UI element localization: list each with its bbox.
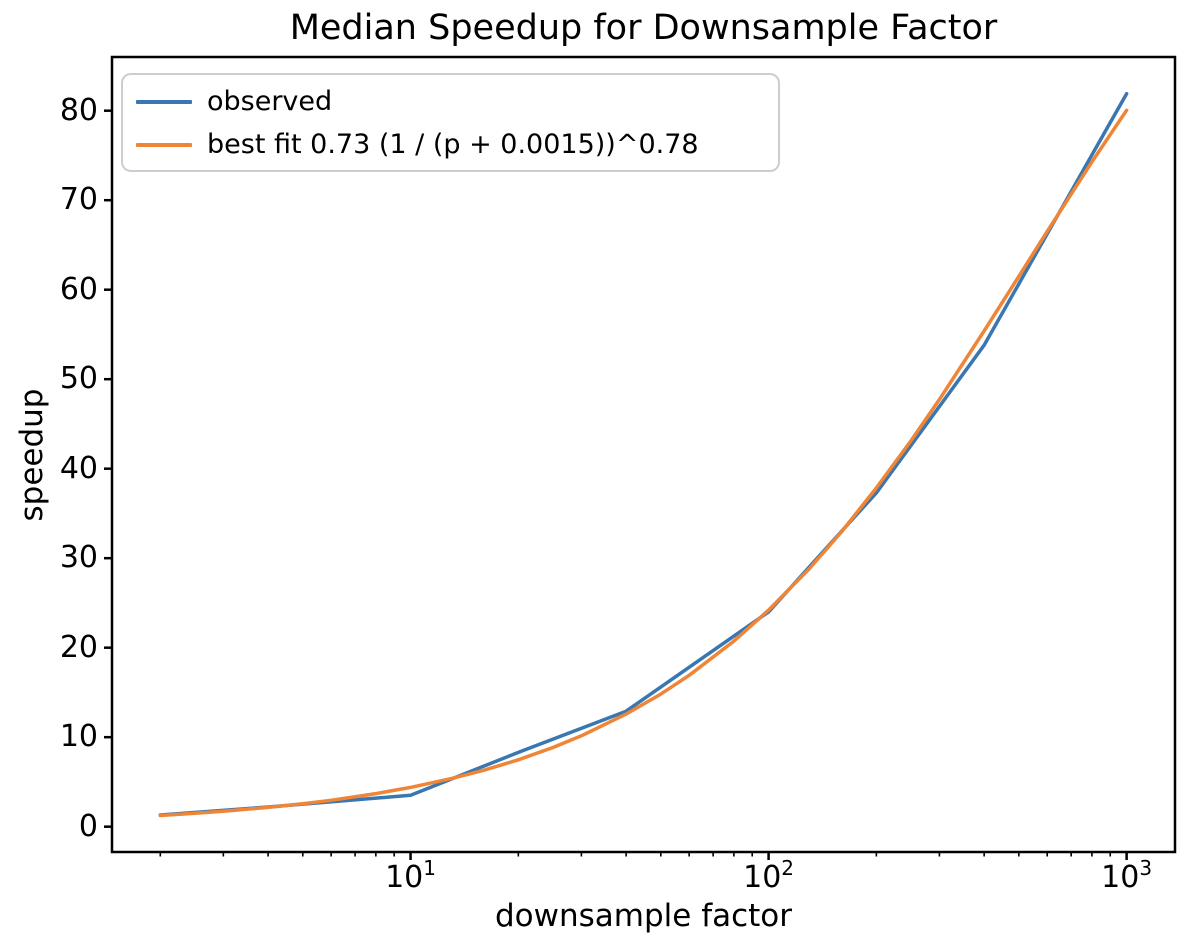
legend-box: observed best fit 0.73 (1 / (p + 0.0015))…	[121, 73, 780, 172]
legend-line-observed	[136, 99, 192, 104]
x-axis-label: downsample factor	[494, 898, 793, 934]
x-tick-base: 10	[743, 860, 782, 895]
y-tick-label: 70	[59, 182, 98, 218]
x-tick-base: 10	[1101, 860, 1140, 895]
y-tick-label: 60	[59, 271, 98, 307]
legend-entry: best fit 0.73 (1 / (p + 0.0015))^0.78	[136, 123, 778, 166]
y-tick-label: 10	[59, 719, 98, 755]
x-tick-label: 102	[709, 856, 829, 898]
y-tick-label: 20	[59, 629, 98, 665]
y-tick-label: 30	[59, 540, 98, 576]
x-tick-label: 101	[351, 856, 471, 898]
legend-label: observed	[207, 85, 333, 117]
observed-line	[158, 91, 1129, 817]
x-tick-label: 103	[1067, 856, 1187, 898]
y-tick-label: 40	[59, 450, 98, 486]
x-tick-exponent: 2	[781, 856, 795, 880]
legend-line-best-fit	[136, 142, 192, 147]
best-fit-line	[158, 108, 1129, 818]
legend-label: best fit 0.73 (1 / (p + 0.0015))^0.78	[207, 128, 699, 160]
legend-entry: observed	[136, 80, 778, 123]
x-tick-exponent: 3	[1139, 856, 1153, 880]
chart-title: Median Speedup for Downsample Factor	[289, 8, 998, 48]
axes-spines	[110, 55, 1177, 854]
y-tick-label: 50	[59, 361, 98, 397]
y-tick-label: 0	[78, 808, 98, 844]
y-tick-label: 80	[59, 92, 98, 128]
x-tick-base: 10	[385, 860, 424, 895]
x-tick-exponent: 1	[423, 856, 436, 880]
